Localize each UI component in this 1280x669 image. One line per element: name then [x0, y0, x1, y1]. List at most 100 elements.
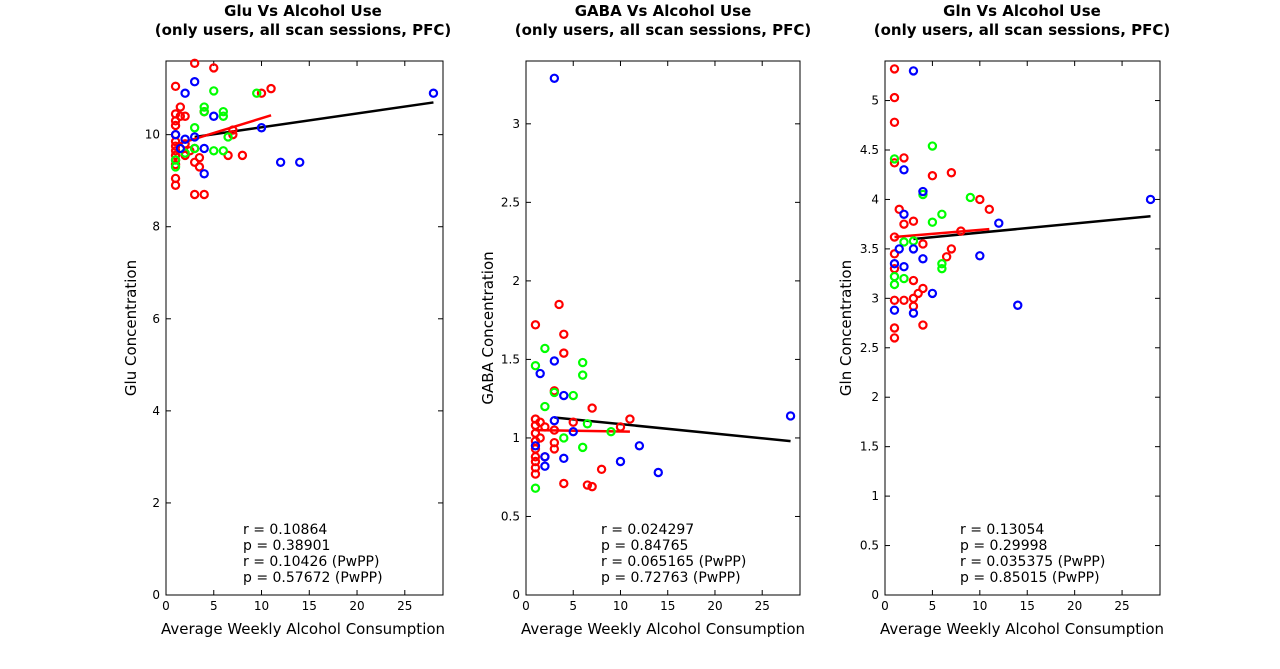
- scatter-point-red: [223, 150, 233, 161]
- scatter-point-red: [170, 141, 181, 151]
- scatter-point-green: [223, 132, 233, 142]
- scatter-point-red: [175, 102, 186, 112]
- scatter-point-red: [946, 168, 957, 178]
- scatter-point-red: [899, 295, 909, 306]
- scatter-point-green: [937, 259, 947, 269]
- scatter-point-red: [530, 452, 541, 462]
- x-tick-label: 20: [349, 599, 364, 613]
- scatter-point-red: [194, 152, 205, 163]
- chart-subtitle: (only users, all scan sessions, PFC): [155, 21, 452, 39]
- scatter-point-blue: [615, 456, 626, 467]
- x-tick-label: 20: [1067, 599, 1082, 613]
- scatter-point-green: [218, 106, 229, 117]
- scatter-point-blue: [535, 368, 545, 379]
- scatter-point-red: [549, 444, 560, 454]
- chart-gaba: GABA Vs Alcohol Use (only users, all sca…: [479, 2, 811, 638]
- scatter-point-red: [180, 111, 190, 121]
- x-tick-label: 0: [881, 599, 889, 613]
- stat-annotation: p = 0.85015 (PwPP): [960, 570, 1100, 586]
- scatter-point-blue: [908, 244, 919, 254]
- y-tick-label: 4.5: [860, 143, 879, 157]
- scatter-point-blue: [1013, 300, 1023, 310]
- y-tick-label: 10: [145, 128, 160, 142]
- y-axis-label: Gln Concentration: [837, 260, 855, 396]
- scatter-point-blue: [428, 88, 439, 98]
- x-tick-label: 5: [210, 599, 218, 613]
- scatter-point-red: [596, 464, 607, 475]
- y-tick-label: 2: [871, 390, 879, 404]
- chart-title: Glu Vs Alcohol Use: [224, 2, 382, 20]
- scatter-point-green: [937, 263, 947, 274]
- scatter-point-red: [530, 469, 541, 479]
- y-tick-label: 1: [871, 489, 879, 503]
- scatter-point-blue: [889, 259, 900, 269]
- scatter-point-red: [946, 244, 957, 254]
- scatter-point-green: [199, 102, 209, 112]
- scatter-point-red: [170, 180, 181, 190]
- x-tick-label: 10: [972, 599, 987, 613]
- scatter-point-red: [889, 117, 900, 128]
- y-tick-label: 2: [152, 496, 160, 510]
- scatter-point-green: [582, 419, 593, 429]
- scatter-point-blue: [275, 157, 286, 167]
- x-axis-label: Average Weekly Alcohol Consumption: [161, 620, 445, 638]
- scatter-point-green: [927, 217, 938, 227]
- scatter-point-green: [927, 141, 938, 151]
- scatter-point-red: [266, 83, 276, 94]
- x-tick-label: 5: [569, 599, 577, 613]
- scatter-point-red: [918, 283, 928, 294]
- scatter-point-red: [894, 204, 904, 215]
- stat-annotation: r = 0.10426 (PwPP): [243, 554, 379, 570]
- scatter-point-blue: [549, 415, 560, 426]
- y-tick-label: 6: [152, 312, 160, 326]
- scatter-point-green: [559, 433, 569, 443]
- scatter-point-blue: [180, 134, 190, 144]
- y-tick-label: 1.5: [501, 352, 520, 366]
- scatter-point-red: [185, 146, 195, 156]
- y-tick-label: 0.5: [501, 509, 520, 523]
- scatter-point-green: [189, 143, 200, 154]
- scatter-point-red: [530, 320, 541, 330]
- regression-line-red: [894, 227, 990, 239]
- y-tick-label: 2.5: [860, 341, 879, 355]
- scatter-point-red: [189, 58, 200, 69]
- scatter-point-blue: [199, 143, 209, 154]
- stat-annotation: p = 0.29998: [960, 538, 1047, 554]
- y-tick-label: 5: [871, 94, 879, 108]
- scatter-point-blue: [559, 390, 569, 401]
- stat-annotation: r = 0.035375 (PwPP): [960, 554, 1105, 570]
- x-axis-label: Average Weekly Alcohol Consumption: [521, 620, 805, 638]
- regression-line-red: [535, 428, 630, 433]
- scatter-point-red: [170, 81, 181, 92]
- scatter-point-green: [889, 271, 900, 282]
- scatter-point-red: [228, 129, 238, 140]
- scatter-point-green: [577, 357, 588, 368]
- scatter-point-red: [889, 64, 900, 74]
- scatter-point-red: [170, 116, 181, 126]
- scatter-point-green: [540, 401, 550, 412]
- scatter-point-blue: [918, 254, 928, 264]
- regression-line-all: [913, 215, 1151, 241]
- scatter-point-red: [549, 425, 560, 435]
- scatter-point-blue: [295, 157, 305, 167]
- scatter-point-red: [587, 403, 597, 413]
- scatter-point-red: [908, 216, 919, 226]
- scatter-point-green: [889, 154, 900, 164]
- x-tick-label: 20: [707, 599, 722, 613]
- scatter-point-blue: [908, 308, 919, 318]
- stat-annotation: p = 0.84765: [601, 538, 688, 554]
- scatter-point-red: [582, 480, 593, 490]
- scatter-point-blue: [894, 244, 904, 254]
- scatter-point-red: [913, 288, 923, 299]
- scatter-point-green: [899, 237, 909, 247]
- scatter-point-green: [577, 370, 588, 380]
- scatter-point-green: [218, 111, 229, 121]
- scatter-point-red: [175, 111, 186, 121]
- chart-title: GABA Vs Alcohol Use: [575, 2, 752, 20]
- scatter-point-red: [559, 329, 569, 339]
- scatter-point-green: [252, 88, 262, 98]
- scatter-point-red: [927, 171, 938, 181]
- scatter-point-green: [606, 426, 616, 437]
- x-tick-label: 25: [755, 599, 770, 613]
- stat-annotation: r = 0.065165 (PwPP): [601, 554, 746, 570]
